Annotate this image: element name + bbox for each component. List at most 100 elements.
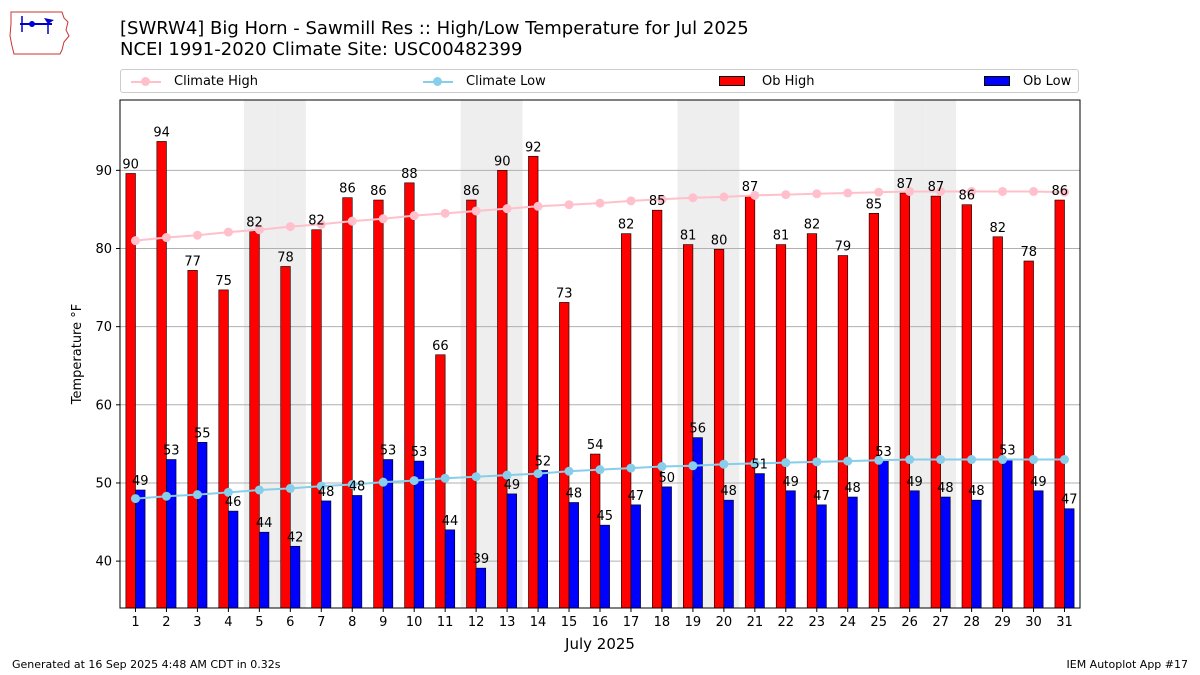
climate-low-point-day-6 <box>285 483 295 493</box>
climate-high-point-day-14 <box>533 201 543 211</box>
ob-low-label-day-20: 48 <box>720 484 737 499</box>
y-tick-label-90: 90 <box>95 164 112 179</box>
legend-label-climate-low: Climate Low <box>466 74 546 89</box>
x-tick-label-4: 4 <box>224 615 232 630</box>
ob-low-label-day-14: 52 <box>535 454 552 469</box>
climate-low-point-day-7 <box>316 481 326 491</box>
climate-high-point-day-27 <box>936 186 946 196</box>
ob-high-label-day-5: 82 <box>246 215 263 230</box>
climate-low-point-day-23 <box>812 457 822 467</box>
x-tick-label-11: 11 <box>437 615 454 630</box>
ob-low-label-day-17: 47 <box>627 489 644 504</box>
climate-low-point-day-30 <box>1029 455 1039 465</box>
climate-low-point-day-19 <box>688 461 698 471</box>
ob-high-label-day-17: 82 <box>618 218 635 233</box>
ob-high-label-day-19: 81 <box>680 229 697 244</box>
climate-high-point-day-15 <box>564 200 574 210</box>
y-tick-label-80: 80 <box>95 242 112 257</box>
ob-low-bar-day-1 <box>135 489 146 609</box>
ob-high-label-day-25: 85 <box>866 197 883 212</box>
ob-high-bar-day-25 <box>868 213 880 609</box>
ob-high-label-day-6: 78 <box>277 250 294 265</box>
climate-low-point-day-2 <box>161 491 171 501</box>
ob-low-label-day-18: 50 <box>658 471 675 486</box>
ob-low-label-day-29: 53 <box>999 444 1016 459</box>
ob-low-label-day-7: 48 <box>318 485 335 500</box>
ob-high-bar-day-15 <box>559 302 570 609</box>
ob-low-label-day-28: 48 <box>968 484 985 499</box>
y-tick-label-70: 70 <box>95 320 112 335</box>
ob-high-bar-day-20 <box>713 248 725 609</box>
x-tick-label-14: 14 <box>530 615 547 630</box>
ob-high-bar-day-16 <box>590 453 601 609</box>
climate-high-marker-swatch <box>141 77 150 86</box>
ob-low-label-day-6: 42 <box>287 530 304 545</box>
x-tick-label-23: 23 <box>809 615 826 630</box>
x-tick-label-19: 19 <box>685 615 702 630</box>
climate-high-point-day-30 <box>1029 186 1039 196</box>
climate-low-point-day-16 <box>595 465 605 475</box>
footer-app-name: IEM Autoplot App #17 <box>1066 658 1189 671</box>
climate-low-point-day-4 <box>223 487 233 497</box>
ob-low-label-day-15: 48 <box>566 486 583 501</box>
ob-high-bar-day-8 <box>342 197 353 609</box>
ob-high-bar-day-10 <box>404 182 415 609</box>
ob-high-label-day-8: 86 <box>339 182 356 197</box>
ob-low-bar-day-7 <box>320 500 332 609</box>
ob-high-bar-day-7 <box>311 229 322 609</box>
y-axis-label: Temperature °F <box>70 304 85 405</box>
climate-low-point-day-17 <box>626 463 636 473</box>
ob-low-bar-day-5 <box>259 531 270 609</box>
y-tick-label-60: 60 <box>95 398 112 413</box>
ob-low-bar-day-30 <box>1033 490 1044 609</box>
ob-low-label-day-1: 49 <box>132 474 149 489</box>
chart-title: [SWRW4] Big Horn - Sawmill Res :: High/L… <box>120 18 749 60</box>
ob-high-label-day-3: 77 <box>184 254 201 269</box>
legend-label-climate-high: Climate High <box>174 74 259 89</box>
ob-high-label-day-1: 90 <box>122 157 139 172</box>
ob-low-bar-day-18 <box>661 486 672 609</box>
ob-low-label-day-30: 49 <box>1030 475 1047 490</box>
x-tick-label-29: 29 <box>994 615 1011 630</box>
climate-high-point-day-6 <box>285 222 295 232</box>
climate-high-point-day-8 <box>347 216 357 226</box>
climate-high-point-day-29 <box>998 186 1008 196</box>
ob-high-bar-day-31 <box>1054 199 1065 609</box>
ob-high-bar-day-30 <box>1023 260 1034 609</box>
climate-low-point-day-3 <box>192 490 202 500</box>
x-tick-label-12: 12 <box>468 615 485 630</box>
climate-low-point-day-27 <box>936 455 946 465</box>
ob-low-label-day-27: 48 <box>937 481 954 496</box>
legend-item-ob-high: Ob High <box>719 73 919 91</box>
climate-high-point-day-5 <box>254 225 264 235</box>
y-tick-label-40: 40 <box>95 555 112 570</box>
climate-high-point-day-19 <box>688 193 698 203</box>
ob-low-bar-day-15 <box>568 502 579 609</box>
x-tick-label-22: 22 <box>778 615 795 630</box>
x-tick-label-26: 26 <box>901 615 918 630</box>
ob-low-label-day-26: 49 <box>906 475 923 490</box>
x-tick-label-9: 9 <box>379 615 387 630</box>
ob-low-bar-day-26 <box>909 490 920 609</box>
legend-label-ob-low: Ob Low <box>1023 74 1072 89</box>
climate-high-point-day-28 <box>967 186 977 196</box>
ob-low-bar-day-22 <box>785 490 796 609</box>
x-tick-label-7: 7 <box>317 615 325 630</box>
climate-high-point-day-24 <box>843 188 853 198</box>
climate-low-point-day-15 <box>564 466 574 476</box>
ob-high-bar-day-23 <box>806 233 818 609</box>
climate-high-point-day-11 <box>440 208 450 218</box>
climate-low-point-day-29 <box>998 455 1008 465</box>
climate-low-point-day-14 <box>533 469 543 479</box>
climate-low-point-day-31 <box>1060 455 1070 465</box>
climate-low-point-day-26 <box>905 455 915 465</box>
ob-high-label-day-27: 87 <box>928 180 945 195</box>
ob-high-label-day-15: 73 <box>556 286 573 301</box>
ob-high-bar-day-29 <box>992 236 1003 609</box>
ob-low-bar-day-12 <box>475 567 487 609</box>
title-line-1: [SWRW4] Big Horn - Sawmill Res :: High/L… <box>120 18 749 39</box>
climate-high-point-day-31 <box>1060 187 1070 197</box>
ob-low-bar-day-24 <box>847 496 858 609</box>
x-tick-label-28: 28 <box>963 615 980 630</box>
climate-low-point-day-5 <box>254 485 264 495</box>
